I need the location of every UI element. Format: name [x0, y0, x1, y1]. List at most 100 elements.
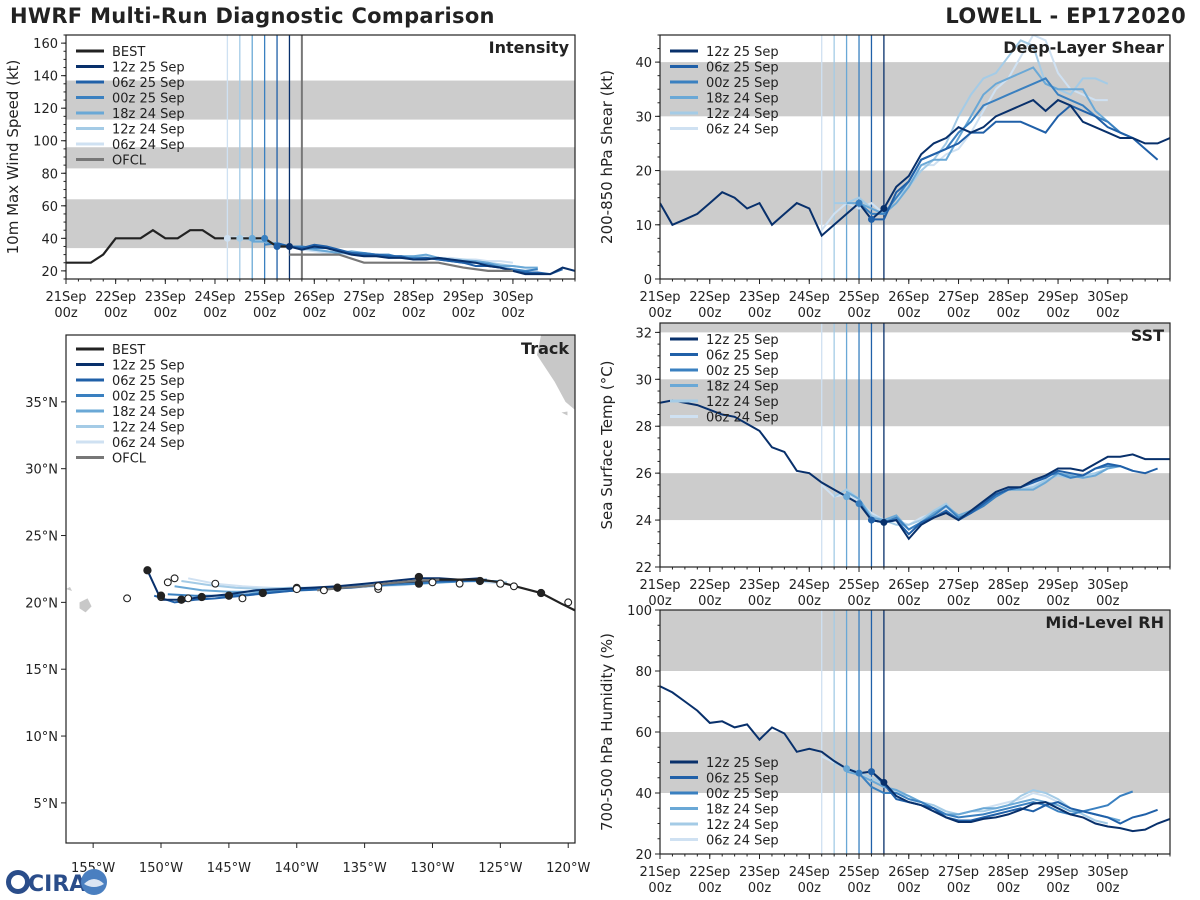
y-tick-label: 5°N [34, 797, 59, 812]
x-tick-label-hour: 00z [798, 306, 822, 321]
x-tick-label: 145°W [207, 861, 251, 876]
panel-title: Deep-Layer Shear [1003, 38, 1164, 57]
y-tick-label: 140 [33, 70, 58, 85]
series-line-5 [820, 35, 1108, 231]
x-tick-label-hour: 00z [1096, 306, 1120, 321]
x-tick-label-hour: 00z [947, 306, 971, 321]
legend-label: 06z 25 Sep [706, 772, 779, 787]
y-tick-label: 30°N [25, 463, 58, 478]
x-tick-label-hour: 00z [798, 881, 822, 896]
legend-label: 12z 25 Sep [112, 359, 185, 374]
x-tick-label: 150°W [139, 861, 183, 876]
x-tick-label-hour: 00z [847, 306, 871, 321]
track-best-point [197, 592, 206, 602]
y-tick-label: 40 [635, 56, 652, 71]
y-tick-label: 80 [635, 665, 652, 680]
panel-intensity: 2040608010012014016021Sep00z22Sep00z23Se… [4, 34, 576, 321]
y-axis-label: 10m Max Wind Speed (kt) [4, 60, 22, 255]
shaded-band [66, 199, 575, 249]
series-line-3 [846, 770, 1121, 822]
track-best-point [374, 582, 383, 591]
plot-frame [659, 322, 1171, 568]
track-open-point [455, 579, 464, 588]
y-tick-label: 160 [33, 37, 58, 52]
y-axis-label: Sea Surface Temp (°C) [598, 360, 616, 529]
track-best-point [177, 595, 186, 604]
legend-label: 00z 25 Sep [706, 76, 779, 91]
x-tick-label-day: 22Sep [95, 290, 136, 305]
y-tick-label: 28 [635, 420, 652, 435]
series-line-3 [846, 66, 1121, 216]
x-tick-label-hour: 00z [501, 306, 525, 321]
run-init-marker [236, 234, 244, 242]
history-line [660, 191, 885, 238]
x-tick-label-day: 27Sep [938, 865, 979, 880]
x-tick-label-hour: 00z [648, 594, 672, 609]
x-tick-label-day: 23Sep [739, 578, 780, 593]
shaded-band [660, 610, 1170, 671]
legend-label: 06z 24 Sep [112, 138, 185, 153]
track-open-point [319, 586, 328, 595]
panel-sst: 22242628303221Sep00z22Sep00z23Sep00z24Se… [598, 322, 1171, 609]
y-tick-label: 10°N [25, 730, 58, 745]
legend-label: 06z 24 Sep [706, 834, 779, 849]
track-best-point [414, 572, 424, 582]
run-init-marker [223, 234, 231, 242]
x-tick-label-day: 27Sep [938, 290, 979, 305]
x-tick-label-hour: 00z [748, 306, 772, 321]
series-line-0 [289, 245, 575, 276]
legend-label: 00z 25 Sep [706, 364, 779, 379]
x-tick-label-hour: 00z [303, 306, 327, 321]
y-tick-label: 20 [635, 165, 652, 180]
plot-area-track [66, 335, 575, 613]
run-init-marker [880, 518, 888, 526]
x-tick-label-day: 23Sep [145, 290, 186, 305]
legend-label: 18z 24 Sep [706, 380, 779, 395]
x-tick-label-hour: 00z [947, 594, 971, 609]
y-axis-label: 700-500 hPa Humidity (%) [598, 633, 616, 831]
logo-text: CIRA [28, 872, 86, 897]
x-tick-label-hour: 00z [104, 306, 128, 321]
panel-track: 5°N 10°N 15°N 20°N 25°N 30°N 35°N 155°W 150°W 145… [25, 334, 590, 876]
x-tick-label-hour: 00z [947, 881, 971, 896]
x-tick-label-day: 21Sep [639, 290, 680, 305]
x-tick-label-hour: 00z [997, 594, 1021, 609]
x-tick-label-day: 24Sep [194, 290, 235, 305]
x-tick-label-day: 29Sep [443, 290, 484, 305]
shaded-band [660, 732, 1170, 793]
shaded-band [660, 473, 1170, 521]
track-best-point [496, 579, 505, 588]
x-tick-label-day: 30Sep [492, 290, 533, 305]
cira-logo: CIRA [6, 869, 107, 897]
legend-label: 12z 25 Sep [706, 45, 779, 60]
track-open-point [509, 582, 518, 591]
x-tick-label: 120°W [546, 861, 590, 876]
shaded-band [66, 80, 575, 120]
run-init-marker [867, 215, 875, 223]
run-init-marker [273, 242, 281, 250]
y-tick-label: 24 [635, 514, 652, 529]
x-tick-label-hour: 00z [648, 881, 672, 896]
x-tick-label-day: 24Sep [789, 865, 830, 880]
legend-label: 12z 25 Sep [706, 756, 779, 771]
track-best-point [292, 584, 301, 594]
x-tick-label: 125°W [478, 861, 522, 876]
plot-frame [65, 334, 576, 844]
island-shape [561, 411, 568, 416]
track-best-point [536, 588, 546, 598]
legend-label: 06z 25 Sep [112, 76, 185, 91]
y-tick-label: 60 [635, 726, 652, 741]
x-tick-label-hour: 00z [897, 881, 921, 896]
series-line-0 [883, 781, 1170, 833]
ofcl-track [316, 578, 440, 592]
run-init-marker [261, 234, 269, 242]
x-tick-label-day: 28Sep [988, 865, 1029, 880]
x-tick-label-day: 26Sep [888, 290, 929, 305]
legend-label: 12z 24 Sep [706, 395, 779, 410]
track-open-point [428, 578, 437, 587]
y-tick-label: 35°N [25, 396, 58, 411]
track-best-point [414, 579, 424, 588]
x-tick-label-hour: 00z [847, 881, 871, 896]
y-tick-label: 30 [635, 110, 652, 125]
shaded-band [660, 379, 1170, 427]
